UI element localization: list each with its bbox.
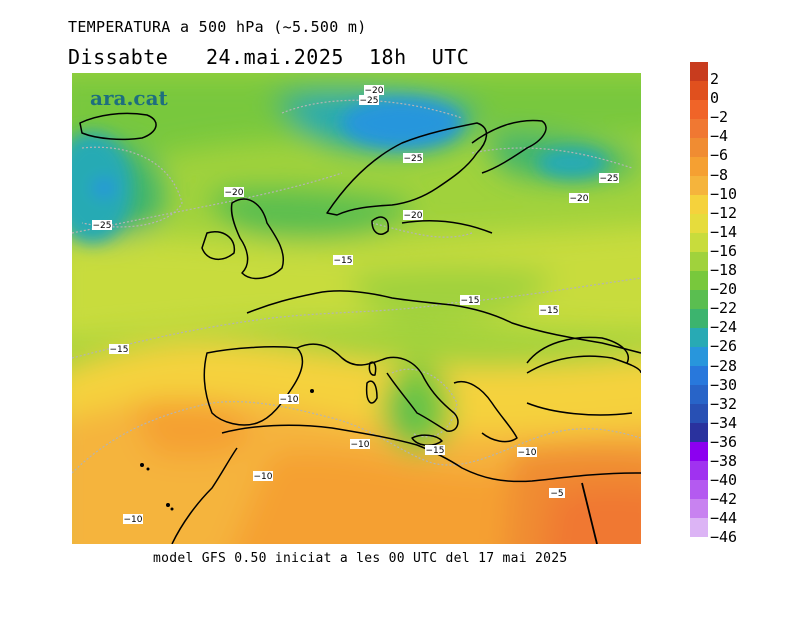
legend-swatch [690, 214, 708, 233]
island-markers [140, 389, 314, 511]
legend-swatch [690, 176, 708, 195]
contour-label: −25 [93, 221, 112, 231]
contour-labels: −20 −25 −25 −25 −20 −20 −25 −20 −15 −15 … [92, 85, 619, 525]
legend-label: −44 [710, 509, 738, 528]
legend-label: 0 [710, 89, 720, 108]
legend-label: −12 [710, 203, 738, 222]
contour-label: −20 [404, 211, 423, 221]
contour-label: −15 [110, 345, 129, 355]
contour-label: −10 [254, 472, 273, 482]
legend-swatch [690, 328, 708, 347]
coastlines [79, 112, 641, 544]
legend-swatch [690, 195, 708, 214]
legend-swatch [690, 271, 708, 290]
legend-swatch [690, 81, 708, 100]
legend-swatch [690, 480, 708, 499]
contour-label: −20 [570, 194, 589, 204]
contour-label: −10 [124, 515, 143, 525]
legend-swatch [690, 138, 708, 157]
legend-swatch [690, 499, 708, 518]
legend-swatch [690, 347, 708, 366]
legend-swatch [690, 252, 708, 271]
legend-swatch [690, 309, 708, 328]
contour-label: −5 [550, 489, 563, 499]
legend-label: −38 [710, 452, 738, 470]
legend-swatch [690, 518, 708, 537]
legend-label: −14 [710, 222, 738, 241]
legend-label: 2 [710, 70, 720, 88]
legend-label: −8 [710, 165, 729, 184]
legend-label: −18 [710, 261, 738, 279]
color-scale [690, 62, 708, 537]
contour-label: −25 [360, 96, 379, 106]
legend-swatch [690, 423, 708, 442]
contour-label: −15 [540, 306, 559, 316]
legend-swatch [690, 442, 708, 461]
legend-label: −4 [710, 127, 729, 146]
legend-label: −36 [710, 432, 738, 451]
legend-label: −46 [710, 528, 738, 547]
legend-label: −34 [710, 413, 738, 432]
legend-label: −6 [710, 146, 729, 165]
legend-label: −32 [710, 394, 738, 413]
legend-swatch [690, 119, 708, 138]
legend-label: −2 [710, 108, 729, 127]
contour-label: −20 [365, 86, 384, 96]
legend-label: −30 [710, 375, 738, 394]
legend-swatch [690, 62, 708, 81]
legend-swatch [690, 461, 708, 480]
temperature-map: ara.cat −20 −25 −25 −25 −20 −20 −25 −20 … [72, 73, 641, 544]
contour-label: −20 [225, 188, 244, 198]
legend-label: −26 [710, 337, 738, 356]
legend-swatch [690, 233, 708, 252]
legend-swatch [690, 157, 708, 176]
legend-swatch [690, 290, 708, 309]
ara-cat-logo: ara.cat [90, 86, 169, 110]
temperature-field [72, 73, 641, 544]
contour-label: −25 [600, 174, 619, 184]
model-info: model GFS 0.50 iniciat a les 00 UTC del … [153, 551, 568, 566]
legend-label: −20 [710, 280, 738, 299]
contour-label: −15 [426, 446, 445, 456]
contour-label: −15 [461, 296, 480, 306]
contour-label: −15 [334, 256, 353, 266]
map-valid-time: Dissabte 24.mai.2025 18h UTC [68, 45, 470, 69]
cold-cores [72, 98, 607, 243]
legend-label: −16 [710, 241, 738, 260]
contour-label: −10 [351, 440, 370, 450]
legend-label: −42 [710, 490, 738, 509]
contour-label: −10 [518, 448, 537, 458]
map-title: TEMPERATURA a 500 hPa (~5.500 m) [68, 18, 367, 36]
legend-label: −28 [710, 356, 738, 375]
isotherms [72, 99, 641, 474]
legend-swatch [690, 404, 708, 423]
legend-label: −10 [710, 184, 738, 203]
legend-swatch [690, 385, 708, 404]
legend-swatch [690, 366, 708, 385]
contour-label: −10 [280, 395, 299, 405]
legend-label: −40 [710, 471, 738, 490]
legend-swatch [690, 100, 708, 119]
legend-label: −22 [710, 299, 738, 318]
contour-label: −25 [404, 154, 423, 164]
legend-label: −24 [710, 318, 738, 337]
